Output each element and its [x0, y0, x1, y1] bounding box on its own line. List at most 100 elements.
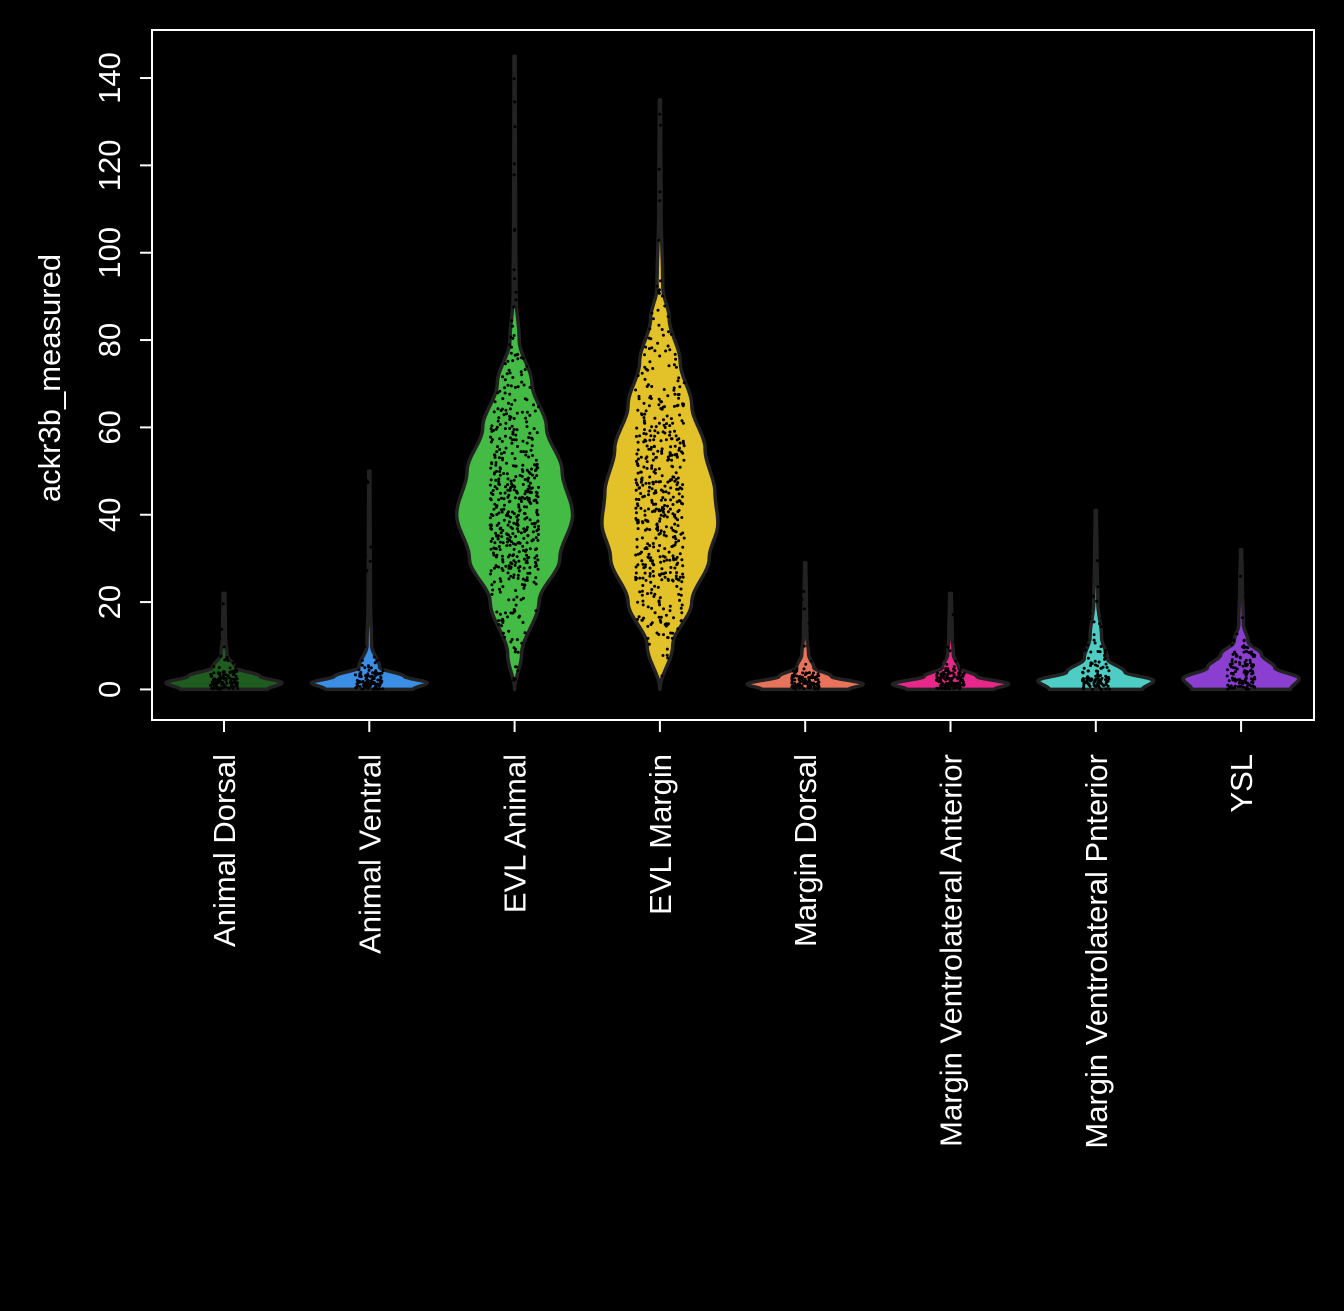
data-point [665, 414, 669, 418]
data-point [533, 556, 537, 560]
data-point [362, 563, 366, 567]
data-point [673, 513, 677, 517]
data-point [536, 495, 540, 499]
data-point [1084, 648, 1088, 652]
data-point [650, 606, 654, 610]
data-point [363, 645, 367, 649]
data-point [675, 571, 679, 575]
data-point [494, 461, 498, 465]
data-point [664, 438, 668, 442]
data-point [797, 636, 801, 640]
data-point [952, 665, 956, 669]
data-point [817, 674, 821, 678]
data-point [655, 523, 659, 527]
data-point [228, 681, 232, 685]
data-point [676, 379, 680, 383]
data-point [228, 670, 232, 674]
data-point [507, 368, 511, 372]
data-point [658, 603, 662, 607]
data-point [510, 438, 514, 442]
data-point [640, 413, 644, 417]
data-point [670, 464, 674, 468]
data-point [503, 378, 507, 382]
data-point [676, 518, 680, 522]
data-point [1231, 652, 1235, 656]
data-point [1099, 666, 1103, 670]
data-point [653, 434, 657, 438]
data-point [644, 546, 648, 550]
data-point [1096, 680, 1100, 684]
data-point [1232, 666, 1235, 670]
data-point [1082, 687, 1085, 691]
data-point [512, 488, 516, 492]
data-point [516, 566, 520, 570]
data-point [502, 472, 506, 475]
data-point [491, 489, 495, 492]
data-point [948, 671, 952, 675]
data-point [1099, 645, 1103, 648]
data-point [653, 468, 657, 472]
data-point [372, 655, 376, 659]
data-point [535, 554, 539, 558]
data-point [815, 657, 819, 660]
data-point [642, 416, 646, 420]
data-point [948, 649, 952, 653]
data-point [513, 353, 517, 357]
data-point [809, 614, 813, 618]
data-point [650, 510, 654, 514]
data-point [1248, 658, 1252, 662]
data-point [677, 578, 681, 582]
data-point [533, 409, 537, 413]
data-point [1093, 659, 1097, 663]
data-point [673, 529, 677, 533]
data-point [808, 642, 812, 646]
data-point [1227, 687, 1231, 691]
data-point [493, 485, 497, 489]
data-point [1242, 644, 1246, 648]
data-point [508, 392, 512, 396]
data-point [537, 527, 540, 531]
y-tick-label: 60 [92, 410, 127, 444]
data-point [951, 683, 955, 687]
data-point [1244, 664, 1248, 668]
data-point [657, 167, 661, 171]
data-point [525, 525, 529, 529]
data-point [680, 558, 684, 562]
data-point [522, 527, 526, 531]
data-point [509, 566, 513, 570]
data-point [681, 545, 685, 549]
data-point [1107, 687, 1111, 691]
data-point [497, 482, 501, 486]
data-point [221, 676, 225, 680]
data-point [509, 574, 513, 578]
data-point [494, 564, 498, 568]
data-point [232, 669, 236, 673]
data-point [517, 559, 521, 563]
data-point [498, 540, 502, 544]
data-point [652, 574, 656, 578]
data-point [365, 685, 369, 689]
data-point [1107, 648, 1111, 652]
data-point [506, 483, 510, 487]
data-point [224, 673, 228, 677]
data-point [536, 405, 540, 409]
data-point [680, 580, 684, 584]
data-point [1242, 638, 1246, 642]
data-point [511, 532, 515, 536]
data-point [516, 669, 520, 673]
data-point [678, 575, 682, 579]
data-point [358, 651, 362, 655]
data-point [636, 440, 640, 444]
data-point [361, 634, 365, 637]
data-point [673, 566, 677, 570]
data-point [498, 473, 502, 477]
data-point [643, 528, 647, 532]
data-point [634, 553, 638, 557]
data-point [499, 467, 502, 471]
data-point [517, 550, 521, 554]
data-point [494, 463, 498, 467]
data-point [672, 363, 676, 367]
data-point [680, 611, 684, 615]
data-point [498, 587, 501, 591]
data-point [360, 659, 364, 662]
